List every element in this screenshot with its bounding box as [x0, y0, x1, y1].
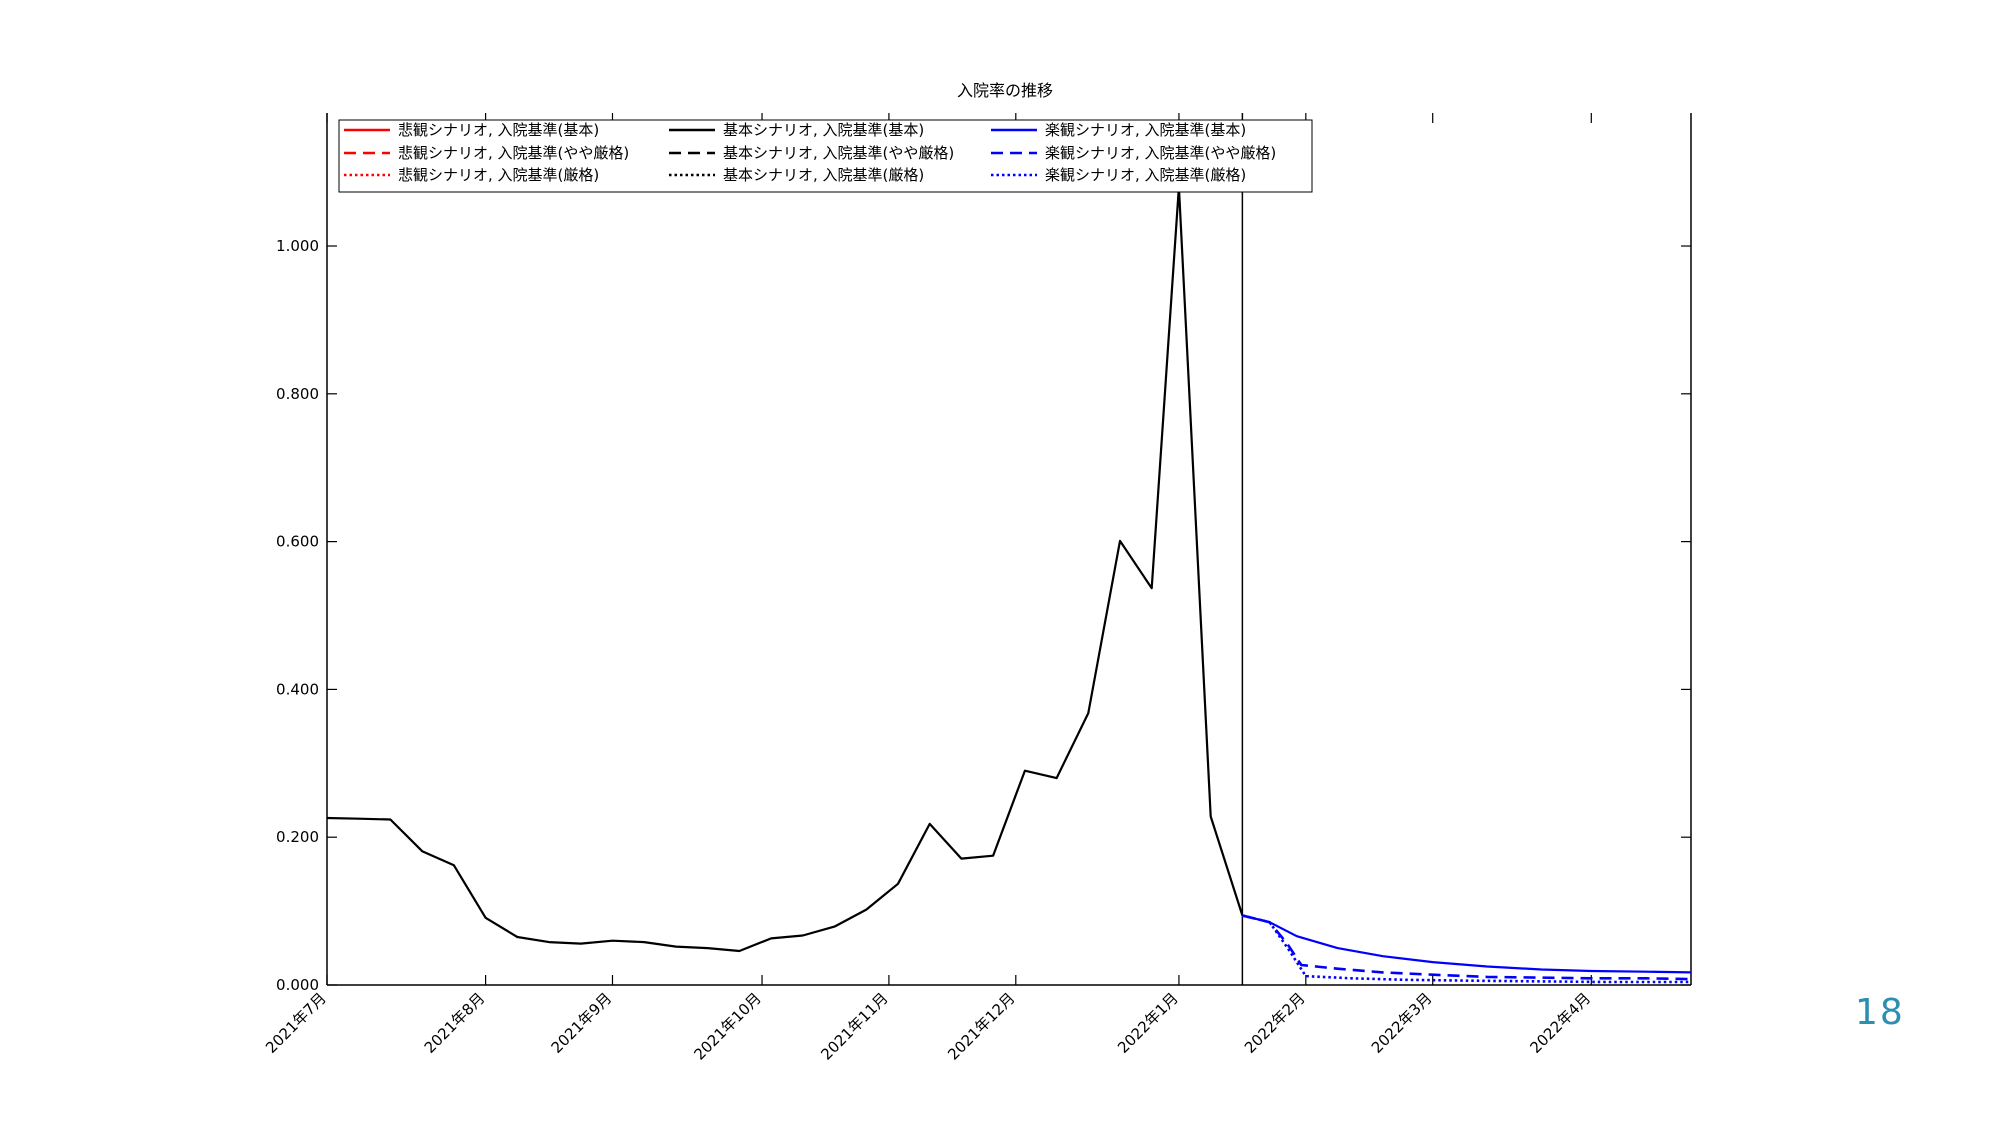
x-tick-label: 2021年10月 [690, 989, 764, 1063]
legend-label: 基本シナリオ, 入院基準(厳格) [723, 166, 924, 184]
y-tick-label: 0.200 [276, 828, 319, 846]
y-tick-label: 0.800 [276, 385, 319, 403]
legend-label: 基本シナリオ, 入院基準(やや厳格) [723, 144, 954, 162]
series-line-1 [1242, 914, 1692, 974]
x-tick-label: 2022年2月 [1241, 989, 1309, 1057]
y-tick-label: 0.600 [276, 533, 319, 551]
legend-box [338, 119, 1313, 193]
y-tick-label: 1.000 [276, 237, 319, 255]
x-tick-label: 2021年11月 [817, 989, 891, 1063]
x-tick-label: 2021年8月 [421, 989, 489, 1057]
page-number: 18 [1855, 992, 1905, 1033]
legend-label: 悲観シナリオ, 入院基準(やや厳格) [398, 144, 629, 162]
legend-label: 楽観シナリオ, 入院基準(厳格) [1045, 166, 1246, 184]
legend: 悲観シナリオ, 入院基準(基本) 基本シナリオ, 入院基準(基本) 楽観シナリオ, … [338, 119, 1313, 193]
series-line-0 [326, 185, 1244, 953]
chart-title: 入院率の推移 [957, 81, 1053, 100]
y-tick-label: 0.400 [276, 680, 319, 698]
legend-label: 楽観シナリオ, 入院基準(基本) [1045, 121, 1246, 139]
legend-label: 基本シナリオ, 入院基準(基本) [723, 121, 924, 139]
y-tick-label: 0.000 [276, 976, 319, 994]
x-tick-label: 2022年4月 [1526, 989, 1594, 1057]
legend-label: 悲観シナリオ, 入院基準(基本) [398, 121, 599, 139]
x-tick-label: 2021年7月 [262, 989, 330, 1057]
x-tick-label: 2021年12月 [944, 989, 1018, 1063]
axes: 0.000 0.200 0.400 0.600 0.800 1.000 2021年7月 202… [262, 113, 1692, 1064]
x-tick-label: 2022年3月 [1368, 989, 1436, 1057]
legend-label: 楽観シナリオ, 入院基準(やや厳格) [1045, 144, 1276, 162]
series-line-2 [1242, 914, 1692, 981]
x-tick-label: 2022年1月 [1114, 989, 1182, 1057]
legend-label: 悲観シナリオ, 入院基準(厳格) [398, 166, 599, 184]
series-line-3 [1242, 914, 1691, 984]
x-tick-label: 2021年9月 [548, 989, 616, 1057]
series-lines [326, 185, 1692, 984]
